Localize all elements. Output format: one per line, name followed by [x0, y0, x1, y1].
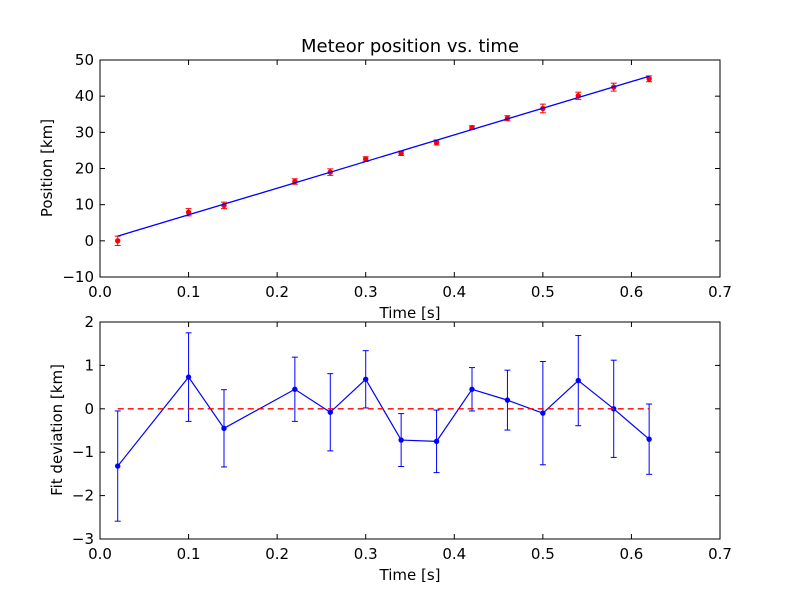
data-point	[115, 463, 121, 469]
y-axis: −10 0 10 20 30 40 50	[62, 51, 720, 286]
x-tick-label: 0.6	[619, 545, 643, 563]
plot-area	[114, 332, 653, 522]
x-tick-label: 0.7	[708, 545, 732, 563]
data-point	[540, 410, 546, 416]
y-tick-label: 30	[75, 123, 94, 141]
x-tick-label: 0.2	[265, 545, 289, 563]
deviation-chart: 0.0 0.1 0.2 0.3 0.4 0.5 0.6 0.7 −3 −2 −1 0 1 2 Time …	[48, 313, 732, 584]
x-axis: 0.0 0.1 0.2 0.3 0.4 0.5 0.6 0.7	[88, 60, 732, 301]
y-tick-label: 20	[75, 160, 94, 178]
chart-title: Meteor position vs. time	[301, 36, 519, 57]
plot-area	[114, 75, 653, 247]
y-tick-label: 10	[75, 196, 94, 214]
data-point	[221, 425, 227, 432]
x-tick-label: 0.3	[354, 283, 378, 301]
x-axis-label: Time [s]	[379, 304, 441, 322]
x-tick-label: 0.1	[177, 283, 201, 301]
y-axis-label: Position [km]	[38, 119, 56, 217]
data-point	[646, 436, 652, 442]
x-tick-label: 0.1	[177, 545, 201, 563]
deviation-line	[117, 376, 650, 467]
data-point	[398, 437, 404, 443]
data-point	[575, 377, 581, 384]
data-point	[469, 386, 475, 392]
y-tick-label: 1	[84, 356, 94, 374]
fit-line	[117, 75, 650, 237]
x-axis-label: Time [s]	[379, 566, 441, 584]
position-chart: Meteor position vs. time 0.0 0.1 0.2 0.3 0.4…	[38, 36, 732, 322]
y-tick-label: −2	[72, 487, 94, 505]
x-tick-label: 0.6	[619, 283, 643, 301]
y-tick-label: −3	[72, 530, 94, 548]
y-tick-label: −10	[62, 268, 94, 286]
x-tick-label: 0.2	[265, 283, 289, 301]
x-axis: 0.0 0.1 0.2 0.3 0.4 0.5 0.6 0.7	[88, 322, 732, 563]
data-point	[185, 374, 192, 380]
y-tick-label: 0	[84, 232, 94, 250]
axes-frame	[99, 321, 721, 540]
axes-frame	[99, 59, 721, 278]
data-point	[363, 376, 369, 382]
x-tick-label: 0.3	[354, 545, 378, 563]
x-tick-label: 0.0	[88, 283, 112, 301]
data-point	[327, 409, 333, 415]
x-tick-label: 0.4	[442, 283, 466, 301]
y-axis-label: Fit deviation [km]	[48, 364, 66, 496]
data-point	[292, 386, 298, 392]
y-axis: −3 −2 −1 0 1 2	[72, 313, 720, 548]
data-point	[504, 397, 511, 403]
y-tick-label: 50	[75, 51, 94, 69]
x-tick-label: 0.5	[531, 545, 555, 563]
y-tick-label: 0	[84, 400, 94, 418]
x-tick-label: 0.7	[708, 283, 732, 301]
data-point	[115, 238, 121, 244]
x-tick-label: 0.4	[442, 545, 466, 563]
x-tick-label: 0.0	[88, 545, 112, 563]
y-tick-label: 40	[75, 87, 94, 105]
y-tick-label: −1	[72, 443, 94, 461]
data-point	[433, 438, 440, 445]
y-tick-label: 2	[84, 313, 94, 331]
x-tick-label: 0.5	[531, 283, 555, 301]
